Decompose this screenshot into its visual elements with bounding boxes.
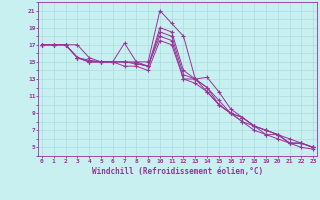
X-axis label: Windchill (Refroidissement éolien,°C): Windchill (Refroidissement éolien,°C) (92, 167, 263, 176)
